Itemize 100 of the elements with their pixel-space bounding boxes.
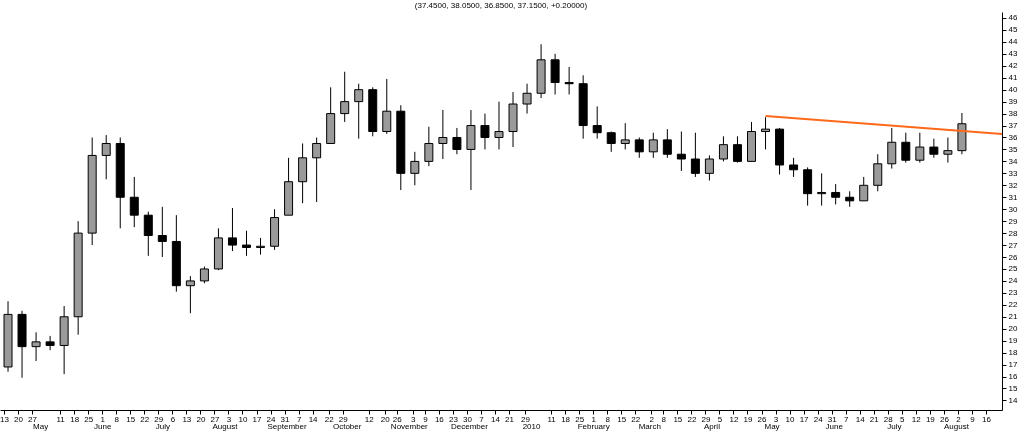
y-tick-label: 25 <box>1008 264 1018 274</box>
x-tick-label: 31 <box>280 414 291 424</box>
y-tick-label: 40 <box>1008 85 1018 95</box>
y-tick-label: 30 <box>1008 204 1018 214</box>
candlestick <box>831 183 841 205</box>
candlestick <box>354 83 364 140</box>
x-tick-label: 8 <box>605 414 611 424</box>
candlestick <box>312 137 322 203</box>
candlestick <box>803 166 813 207</box>
x-tick-label: 22 <box>324 414 335 424</box>
x-tick-label: 15 <box>673 414 683 424</box>
candlestick <box>690 132 700 178</box>
candlestick <box>227 207 237 252</box>
candlestick <box>648 132 658 159</box>
y-tick-label: 37 <box>1008 121 1018 131</box>
candlestick <box>424 126 434 167</box>
candlestick <box>45 335 55 351</box>
candlestick <box>410 151 420 186</box>
candlestick <box>143 211 153 257</box>
x-tick-label: 12 <box>729 414 739 424</box>
chart-title: (37.4500, 38.0500, 36.8500, 37.1500, +0.20000) <box>414 1 588 10</box>
x-tick-label: 20 <box>14 414 24 424</box>
candlestick <box>101 134 111 180</box>
candlestick <box>817 172 827 207</box>
x-tick-label: 7 <box>479 414 485 424</box>
candlestick <box>620 122 630 150</box>
candlestick <box>157 206 167 258</box>
x2-tick-label: November <box>390 421 429 431</box>
x-tick-label: 30 <box>462 414 473 424</box>
x-tick-label: 31 <box>827 414 838 424</box>
candlestick <box>382 78 392 135</box>
x-tick-label: 18 <box>70 414 80 424</box>
x2-tick-label: April <box>703 421 721 431</box>
x-tick-label: 16 <box>434 414 445 424</box>
y-tick-label: 28 <box>1008 228 1018 238</box>
y-tick-label: 41 <box>1008 73 1018 83</box>
x2-tick-label: July <box>887 421 902 431</box>
x-tick-label: 11 <box>547 414 557 424</box>
x-tick-label: 13 <box>182 414 192 424</box>
candlestick <box>901 132 911 164</box>
x-tick-label: 19 <box>925 414 936 424</box>
x2-tick-label: 2010 <box>522 421 542 431</box>
y-tick-label: 23 <box>1008 288 1018 298</box>
y-tick-label: 46 <box>1008 13 1018 23</box>
y-tick-label: 29 <box>1008 216 1018 226</box>
x2-tick-label: June <box>94 421 112 431</box>
y-tick-label: 14 <box>1008 395 1018 405</box>
y-tick-label: 36 <box>1008 133 1018 142</box>
x-tick-label: 12 <box>911 414 922 424</box>
x-tick-label: 24 <box>266 414 277 424</box>
x-tick-label: 26 <box>939 414 950 424</box>
x-tick-label: 24 <box>813 414 824 424</box>
candlestick <box>789 157 799 178</box>
x-tick-label: 7 <box>296 414 302 424</box>
candlestick <box>676 131 686 172</box>
y-tick-label: 17 <box>1008 360 1018 370</box>
candlestick <box>522 83 532 115</box>
x-tick-label: 2 <box>956 414 962 424</box>
x-tick-label: 29 <box>338 414 349 424</box>
x-tick-label: 26 <box>392 414 403 424</box>
y-tick-label: 35 <box>1008 144 1018 154</box>
y-tick-label: 32 <box>1008 180 1018 190</box>
candlestick <box>185 275 195 314</box>
y-tick-label: 21 <box>1008 312 1018 322</box>
x-tick-label: 1 <box>100 414 106 424</box>
y-tick-label: 18 <box>1008 348 1018 358</box>
x-tick-label: 17 <box>252 414 263 424</box>
x-tick-label: 3 <box>411 414 417 424</box>
y-tick-label: 19 <box>1008 336 1018 346</box>
x-tick-label: 9 <box>423 414 429 424</box>
y-tick-label: 20 <box>1008 324 1018 334</box>
x-tick-label: 2 <box>649 414 655 424</box>
x2-tick-label: March <box>638 421 661 431</box>
candlestick <box>662 128 672 159</box>
y-tick-label: 44 <box>1008 37 1018 47</box>
x-tick-label: 10 <box>785 414 796 424</box>
x-tick-label: 27 <box>210 414 220 424</box>
candlestick <box>873 153 883 192</box>
y-tick-label: 27 <box>1008 240 1018 250</box>
y-tick-label: 45 <box>1008 25 1018 35</box>
candlestick <box>298 142 308 204</box>
y-tick-label: 42 <box>1008 61 1018 71</box>
candlestick <box>466 109 476 191</box>
x-tick-label: 3 <box>773 414 779 424</box>
x-tick-label: 6 <box>170 414 176 424</box>
candlestick <box>494 101 504 150</box>
x-tick-label: 14 <box>855 414 866 424</box>
candlestick <box>31 331 41 362</box>
x-tick-label: 22 <box>687 414 697 424</box>
candlestick <box>704 154 714 182</box>
y-tick-label: 34 <box>1008 156 1018 166</box>
candlestick <box>438 109 448 160</box>
x-tick-label: 22 <box>631 414 641 424</box>
candlestick <box>634 137 644 159</box>
x-tick-label: 25 <box>84 414 94 424</box>
y-tick-label: 24 <box>1008 276 1018 286</box>
x2-tick-label: August <box>212 421 239 431</box>
x-tick-label: 16 <box>982 414 992 424</box>
x-tick-label: 18 <box>561 414 571 424</box>
x2-tick-label: February <box>577 421 610 431</box>
